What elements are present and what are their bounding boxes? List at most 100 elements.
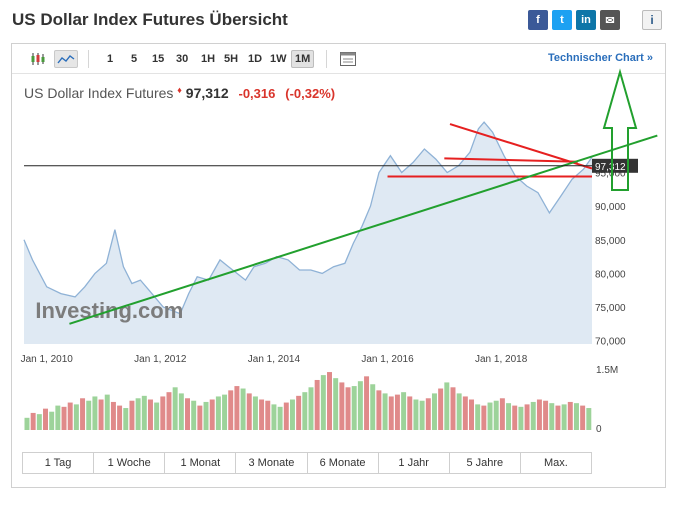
volume-bar bbox=[172, 387, 178, 430]
volume-bar bbox=[543, 400, 549, 430]
volume-bar bbox=[222, 394, 228, 430]
facebook-icon[interactable]: f bbox=[528, 10, 548, 30]
mail-icon[interactable]: ✉ bbox=[600, 10, 620, 30]
volume-bar bbox=[123, 408, 129, 430]
timeframe-15[interactable]: 15 bbox=[152, 53, 165, 65]
volume-bar bbox=[129, 400, 135, 430]
volume-bar bbox=[345, 387, 351, 430]
x-tick-label: Jan 1, 2018 bbox=[475, 354, 528, 365]
volume-bar bbox=[580, 405, 586, 430]
range-button[interactable]: 6 Monate bbox=[307, 453, 379, 473]
toolbar-divider bbox=[326, 50, 327, 68]
volume-bar bbox=[376, 390, 382, 430]
volume-bar bbox=[567, 401, 573, 430]
range-button[interactable]: 1 Monat bbox=[165, 453, 237, 473]
volume-bar bbox=[444, 382, 450, 430]
volume-bar bbox=[302, 392, 308, 430]
price-line bbox=[23, 121, 593, 315]
volume-bar bbox=[561, 404, 567, 430]
technical-chart-label: Technischer Chart bbox=[548, 52, 644, 64]
volume-bar bbox=[456, 393, 462, 430]
chevron-right-icon: » bbox=[646, 52, 653, 64]
volume-bar bbox=[425, 398, 431, 430]
volume-bar bbox=[333, 378, 339, 430]
volume-bar bbox=[586, 408, 592, 430]
volume-bar bbox=[55, 405, 61, 430]
volume-bar bbox=[240, 388, 246, 430]
volume-bar bbox=[413, 399, 419, 430]
volume-bar bbox=[265, 400, 271, 430]
share-buttons: f t in ✉ bbox=[528, 10, 620, 30]
chart-panel: 1 5 15 30 1H 5H 1D 1W 1M Technischer Chart » US … bbox=[11, 43, 666, 488]
volume-bar bbox=[36, 414, 42, 430]
y-tick-label: 75,000 bbox=[595, 303, 626, 314]
volume-bar bbox=[487, 402, 493, 430]
range-button[interactable]: 1 Woche bbox=[94, 453, 166, 473]
red-line bbox=[449, 123, 593, 170]
volume-bar bbox=[364, 376, 370, 430]
volume-bar bbox=[339, 382, 345, 430]
info-icon[interactable]: i bbox=[642, 10, 662, 30]
x-tick-label: Jan 1, 2016 bbox=[361, 354, 414, 365]
timeframe-1w[interactable]: 1W bbox=[270, 53, 287, 65]
volume-bar bbox=[166, 392, 172, 430]
range-button[interactable]: 3 Monate bbox=[236, 453, 308, 473]
volume-bar bbox=[283, 402, 289, 430]
volume-bar bbox=[394, 394, 400, 430]
range-button[interactable]: Max. bbox=[520, 453, 591, 473]
linkedin-icon[interactable]: in bbox=[576, 10, 596, 30]
volume-bar bbox=[314, 379, 320, 430]
volume-bar bbox=[117, 405, 123, 430]
volume-bar bbox=[104, 394, 110, 430]
range-button[interactable]: 1 Jahr bbox=[378, 453, 450, 473]
price-change: -0,316 bbox=[238, 86, 276, 101]
area-chart-icon[interactable] bbox=[54, 50, 78, 68]
volume-bar bbox=[320, 375, 326, 430]
technical-chart-link[interactable]: Technischer Chart » bbox=[548, 52, 653, 64]
range-button[interactable]: 1 Tag bbox=[23, 453, 95, 473]
timeframe-1d[interactable]: 1D bbox=[248, 53, 263, 65]
volume-bar bbox=[73, 404, 79, 430]
volume-bar bbox=[530, 401, 536, 430]
timeframe-5h[interactable]: 5H bbox=[224, 53, 239, 65]
volume-bar bbox=[49, 411, 55, 430]
volume-bar bbox=[80, 398, 86, 430]
instrument-name: US Dollar Index Futures bbox=[24, 85, 174, 101]
volume-bar bbox=[24, 417, 30, 430]
timeframe-1m[interactable]: 1M bbox=[291, 50, 315, 68]
timeframe-1[interactable]: 1 bbox=[107, 53, 114, 65]
volume-bar bbox=[271, 404, 277, 430]
timeframe-5[interactable]: 5 bbox=[131, 53, 138, 65]
range-button[interactable]: 5 Jahre bbox=[449, 453, 521, 473]
volume-bar bbox=[351, 386, 357, 430]
toolbar-divider bbox=[88, 50, 89, 68]
current-price-badge bbox=[592, 158, 638, 173]
volume-bar bbox=[141, 395, 147, 430]
volume-bar bbox=[30, 412, 36, 430]
page-title: US Dollar Index Futures Übersicht bbox=[12, 10, 288, 29]
volume-bar bbox=[61, 406, 67, 430]
timeframe-30[interactable]: 30 bbox=[176, 53, 189, 65]
volume-bar bbox=[67, 402, 73, 430]
volume-bar bbox=[252, 396, 258, 430]
volume-bar bbox=[475, 404, 481, 430]
volume-bar bbox=[203, 401, 209, 430]
volume-bar bbox=[197, 405, 203, 430]
volume-bar bbox=[277, 406, 283, 430]
candlestick-icon[interactable] bbox=[28, 50, 48, 68]
range-selector: 1 Tag 1 Woche 1 Monat 3 Monate 6 Monate 1 Jah… bbox=[22, 452, 592, 474]
volume-bar bbox=[493, 400, 499, 430]
volume-bar bbox=[524, 404, 530, 430]
y-tick-label: 70,000 bbox=[595, 337, 626, 348]
arrow-down-icon: ♦ bbox=[177, 85, 182, 95]
chart-settings-icon[interactable] bbox=[337, 50, 359, 68]
volume-bar bbox=[308, 387, 314, 430]
volume-bar bbox=[135, 398, 141, 430]
volume-bar bbox=[450, 387, 456, 430]
timeframe-1h[interactable]: 1H bbox=[201, 53, 216, 65]
twitter-icon[interactable]: t bbox=[552, 10, 572, 30]
x-tick-label: Jan 1, 2010 bbox=[21, 354, 74, 365]
volume-bar bbox=[370, 384, 376, 430]
